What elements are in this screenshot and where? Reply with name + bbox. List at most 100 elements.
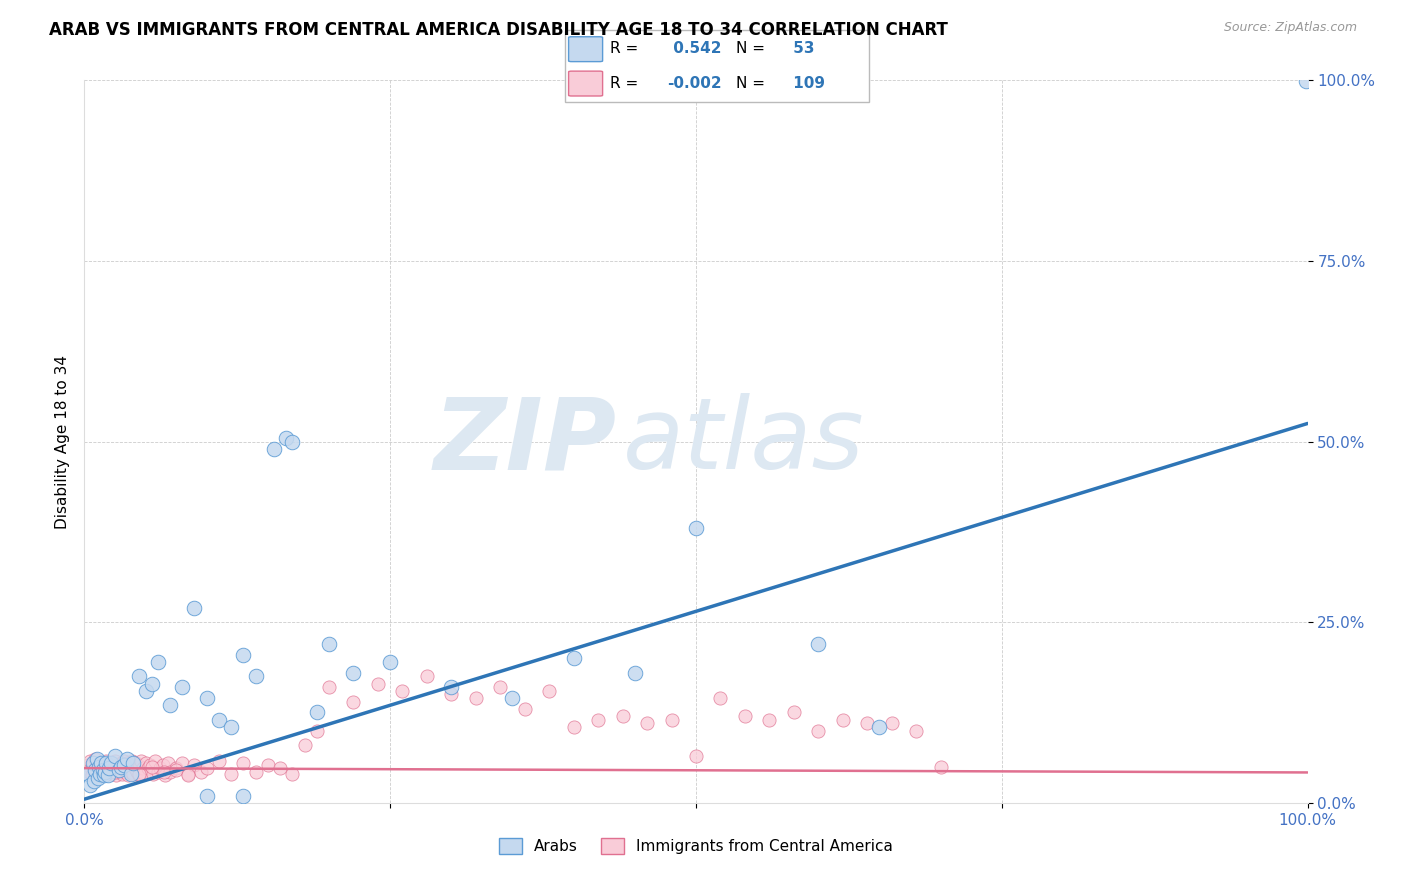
Point (391, 683, 413, 698)
Point (905, 723, 928, 738)
Point (97, 761, 120, 775)
Point (195, 789, 218, 803)
Point (77, 758, 100, 772)
Point (232, 648, 254, 662)
Point (98, 761, 121, 775)
Point (929, 760, 952, 774)
Point (89, 756, 111, 770)
Point (84, 752, 107, 766)
Point (758, 713, 780, 727)
Point (108, 765, 131, 780)
Point (107, 761, 129, 775)
Point (124, 761, 146, 775)
Point (118, 756, 141, 770)
Point (636, 716, 658, 731)
Text: R =: R = (610, 41, 644, 56)
Point (104, 748, 127, 763)
Point (562, 651, 585, 665)
Point (112, 754, 135, 768)
Point (120, 767, 142, 781)
Point (115, 761, 138, 775)
Point (612, 709, 634, 723)
Point (82, 756, 104, 770)
Point (152, 758, 174, 772)
Point (538, 683, 561, 698)
Point (183, 600, 205, 615)
Point (96, 756, 118, 770)
Point (136, 761, 159, 775)
Point (128, 669, 150, 683)
Point (177, 767, 200, 781)
Point (146, 764, 169, 779)
Point (122, 767, 145, 781)
Point (115, 758, 138, 772)
Point (489, 680, 512, 694)
Point (149, 761, 172, 775)
FancyBboxPatch shape (568, 37, 603, 62)
Point (440, 687, 463, 701)
Point (856, 716, 879, 731)
Point (245, 764, 267, 779)
Point (100, 767, 122, 781)
Point (86, 764, 108, 778)
Point (159, 765, 181, 780)
Point (232, 756, 254, 770)
Point (685, 521, 707, 535)
Point (96, 754, 118, 768)
Text: Source: ZipAtlas.com: Source: ZipAtlas.com (1223, 21, 1357, 34)
Point (219, 767, 242, 781)
Y-axis label: Disability Age 18 to 34: Disability Age 18 to 34 (55, 354, 70, 529)
Point (195, 691, 218, 706)
Point (112, 758, 135, 772)
Point (107, 764, 129, 778)
Point (153, 764, 176, 779)
Point (115, 756, 138, 770)
Point (87, 760, 110, 774)
Point (281, 767, 304, 781)
Point (245, 669, 267, 683)
Point (86, 752, 108, 766)
Point (416, 669, 439, 683)
Legend: Arabs, Immigrants from Central America: Arabs, Immigrants from Central America (494, 832, 898, 860)
Point (105, 768, 128, 782)
Point (132, 761, 155, 775)
Point (122, 756, 145, 770)
Point (83, 765, 105, 780)
Point (127, 758, 149, 772)
Text: R =: R = (610, 76, 644, 91)
Point (141, 676, 163, 690)
Point (104, 754, 127, 768)
Text: ARAB VS IMMIGRANTS FROM CENTRAL AMERICA DISABILITY AGE 18 TO 34 CORRELATION CHAR: ARAB VS IMMIGRANTS FROM CENTRAL AMERICA … (49, 21, 948, 38)
Text: 53: 53 (789, 41, 814, 56)
Point (269, 761, 291, 775)
Point (94, 768, 117, 782)
Point (783, 706, 806, 720)
Text: -0.002: -0.002 (668, 76, 723, 91)
Point (83, 774, 105, 789)
Point (586, 713, 609, 727)
Point (165, 764, 187, 778)
Point (121, 754, 143, 768)
Point (111, 767, 134, 781)
Point (318, 637, 340, 651)
Point (82, 756, 104, 770)
Point (139, 758, 162, 772)
Point (342, 665, 364, 680)
Point (172, 680, 194, 694)
Point (1295, 74, 1317, 88)
Point (464, 691, 486, 706)
Point (97, 765, 120, 780)
Point (190, 764, 212, 779)
Point (281, 434, 304, 449)
Point (156, 756, 179, 770)
Point (367, 676, 389, 690)
Point (807, 723, 830, 738)
Point (232, 789, 254, 803)
Point (89, 767, 111, 781)
Point (120, 765, 142, 780)
Point (79, 778, 101, 792)
Point (276, 431, 298, 445)
Point (305, 723, 328, 738)
Point (219, 720, 242, 734)
Text: ZIP: ZIP (433, 393, 616, 490)
